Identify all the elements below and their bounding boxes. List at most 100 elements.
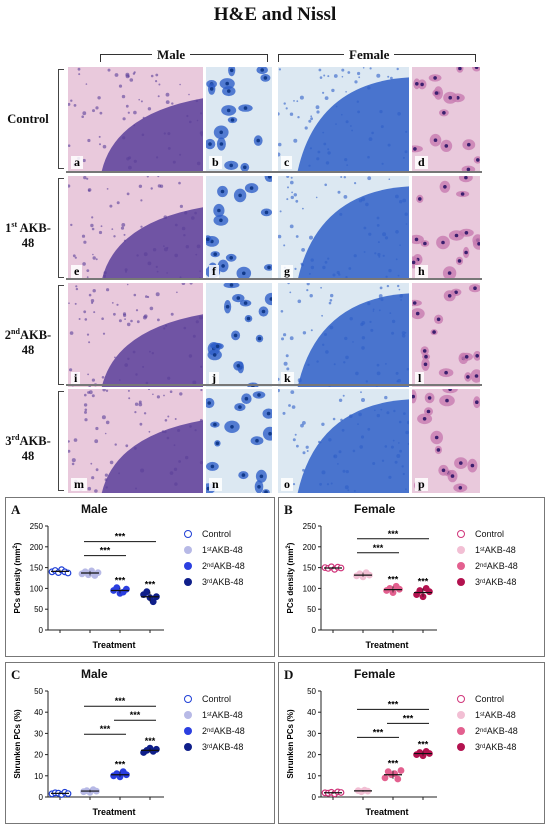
cell-nucleus xyxy=(324,333,327,336)
legend-superscript: st xyxy=(207,547,212,553)
cell-nucleus xyxy=(124,363,128,367)
legend-label: AKB-48 xyxy=(211,710,243,720)
cell-nucleus xyxy=(219,130,223,135)
y-tick-label: 50 xyxy=(34,605,43,614)
cell-nucleus xyxy=(316,110,320,114)
cell-nucleus xyxy=(283,333,287,337)
micrograph-panel-h: h xyxy=(412,176,480,280)
cell-nucleus xyxy=(325,350,329,354)
y-tick-label: 100 xyxy=(30,584,44,593)
cell-nucleus xyxy=(372,310,375,312)
cell-nucleus xyxy=(82,262,86,266)
row-label-3: 2ndAKB-48 xyxy=(2,327,54,358)
cell-nucleus xyxy=(405,430,409,435)
cell-nucleus xyxy=(344,158,348,162)
cell-nucleus xyxy=(100,225,103,228)
cell-nucleus xyxy=(353,254,357,258)
cell-nucleus xyxy=(210,464,215,469)
cell-nucleus xyxy=(349,317,353,321)
chart-plot: 0 10 20 30 40 50 Shrunken PCs (%) Treatment *** *… xyxy=(286,687,437,817)
panel-letter: m xyxy=(71,478,87,491)
cell-nucleus xyxy=(310,117,313,121)
cell-nucleus xyxy=(376,216,380,220)
cell-nucleus xyxy=(126,322,131,327)
significance-star: *** xyxy=(115,696,126,706)
cell-nucleus xyxy=(301,248,305,252)
cell-nucleus xyxy=(243,301,248,305)
data-point xyxy=(143,588,151,596)
cell-nucleus xyxy=(333,455,336,457)
cell-nucleus xyxy=(196,161,201,166)
cell-nucleus xyxy=(163,245,165,247)
cell-nucleus xyxy=(320,286,322,289)
cell-nucleus xyxy=(200,134,203,137)
cell-nucleus xyxy=(466,375,470,379)
cell-nucleus xyxy=(454,233,459,238)
cell-nucleus xyxy=(259,474,264,479)
chart-panel-C: C Male 0 10 20 30 40 50 Shrunken PCs (%) Treatmen… xyxy=(5,662,275,824)
cell-nucleus xyxy=(297,299,302,304)
cell-nucleus xyxy=(382,232,387,237)
cell-nucleus xyxy=(360,391,362,394)
cell-nucleus xyxy=(101,376,105,379)
cell-nucleus xyxy=(365,202,369,207)
cell-nucleus xyxy=(199,418,203,422)
y-tick-label: 200 xyxy=(30,543,44,552)
cell-nucleus xyxy=(342,469,346,473)
y-axis-label-end: ) xyxy=(286,542,295,545)
cell-nucleus xyxy=(179,204,183,208)
significance-star: *** xyxy=(130,710,141,720)
cell-nucleus xyxy=(82,111,87,116)
legend-label: Control xyxy=(475,529,505,539)
micrograph-panel-n: n xyxy=(206,389,272,493)
cell-nucleus xyxy=(69,331,74,335)
chart-panel-B: B Female 0 50 100 150 200 250 PCs density (mm2) T… xyxy=(278,497,545,657)
cell-nucleus xyxy=(350,125,352,127)
row-label-text: Control xyxy=(7,112,49,127)
cell-nucleus xyxy=(474,374,479,378)
cell-nucleus xyxy=(191,216,195,220)
cell-nucleus xyxy=(125,444,129,448)
panel-letter: l xyxy=(415,372,425,385)
cell-nucleus xyxy=(309,147,312,150)
cell-nucleus xyxy=(424,354,428,359)
legend-marker xyxy=(457,743,465,751)
cell-nucleus xyxy=(306,283,310,286)
cell-nucleus xyxy=(379,110,383,114)
cell-nucleus xyxy=(397,112,401,116)
cell-nucleus xyxy=(93,311,96,314)
cell-nucleus xyxy=(148,430,151,433)
chart-panel-A: A Male 0 50 100 150 200 250 PCs density (mm2) Tre… xyxy=(5,497,275,657)
cell-nucleus xyxy=(173,467,178,471)
cell-nucleus xyxy=(140,225,143,228)
cell-nucleus xyxy=(341,68,345,72)
cell-nucleus xyxy=(477,242,480,246)
cell-nucleus xyxy=(290,195,294,200)
cell-nucleus xyxy=(372,308,375,311)
cell-nucleus xyxy=(361,398,365,402)
cell-nucleus xyxy=(256,138,260,143)
cell-nucleus xyxy=(390,445,394,449)
cell-nucleus xyxy=(293,193,297,197)
cell-nucleus xyxy=(388,268,392,273)
y-tick-label: 100 xyxy=(303,584,317,593)
legend-prefix: 3 xyxy=(202,742,208,752)
cell-nucleus xyxy=(167,132,171,136)
cell-nucleus xyxy=(174,418,177,420)
cell-nucleus xyxy=(402,198,407,203)
cell-nucleus xyxy=(226,108,231,113)
cell-nucleus xyxy=(92,253,94,256)
cell-nucleus xyxy=(331,88,335,93)
cell-nucleus xyxy=(165,92,170,97)
cell-nucleus xyxy=(448,95,452,100)
row-label-text: AKB-48 xyxy=(17,221,51,251)
cell-nucleus xyxy=(91,227,95,231)
cell-nucleus xyxy=(286,198,289,201)
cell-nucleus xyxy=(302,421,306,425)
cell-nucleus xyxy=(400,299,402,301)
cell-nucleus xyxy=(306,289,309,292)
cell-nucleus xyxy=(178,460,181,463)
cell-nucleus xyxy=(101,317,104,320)
cell-nucleus xyxy=(342,394,345,397)
cell-nucleus xyxy=(376,73,381,78)
